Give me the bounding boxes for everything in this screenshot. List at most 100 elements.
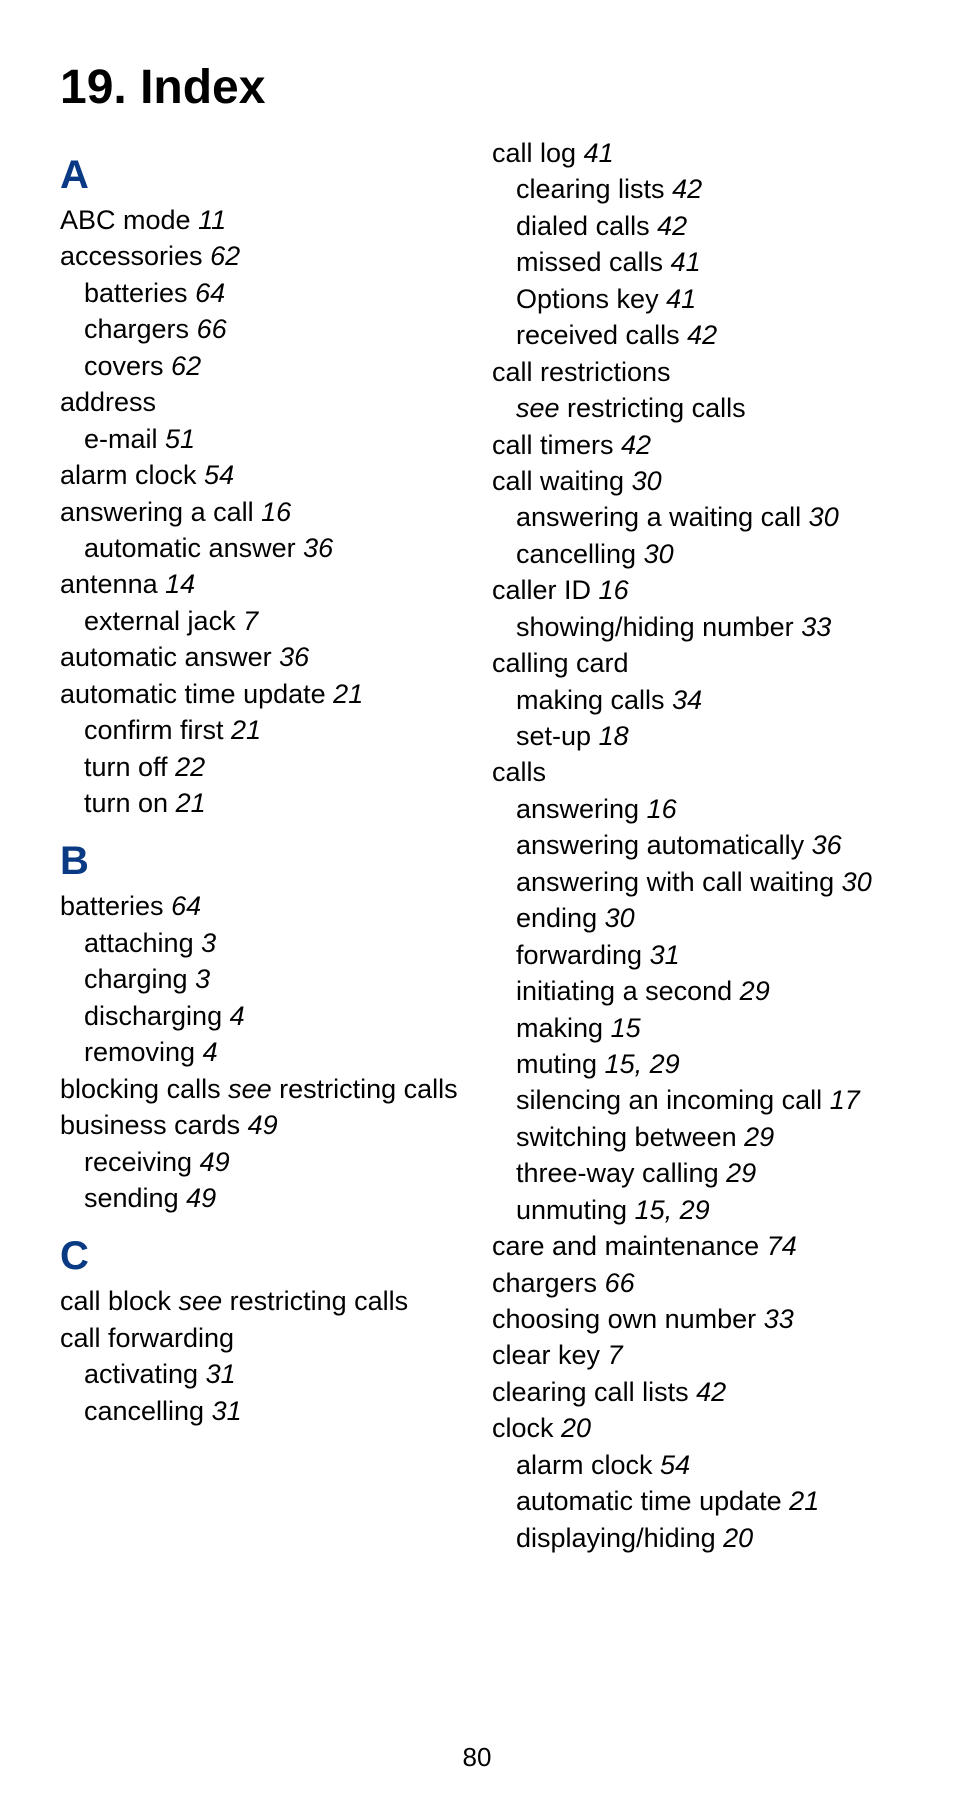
index-entry-page: 7	[608, 1340, 623, 1370]
index-entry: call timers 42	[492, 427, 894, 463]
index-entry-page: 49	[200, 1147, 230, 1177]
index-entry: antenna 14	[60, 566, 462, 602]
index-entry-text: clearing lists	[516, 174, 665, 204]
index-entry-text: automatic time update	[60, 679, 326, 709]
index-entry-text: call forwarding	[60, 1323, 234, 1353]
index-entry-text: Options key	[516, 284, 659, 314]
index-entry: covers 62	[60, 348, 462, 384]
index-entry-text: answering a waiting call	[516, 502, 801, 532]
index-entry-text: answering	[516, 794, 639, 824]
index-entry-page: 21	[231, 715, 261, 745]
index-entry: batteries 64	[60, 275, 462, 311]
index-entry-text: care and maintenance	[492, 1231, 759, 1261]
index-entry-text: confirm first	[84, 715, 224, 745]
index-entry-page: 33	[764, 1304, 794, 1334]
index-entry: ABC mode 11	[60, 202, 462, 238]
index-entry-page: 15	[611, 1013, 641, 1043]
page-title: 19. Index	[60, 60, 894, 115]
index-entry: Options key 41	[492, 281, 894, 317]
index-entry-page: 41	[666, 284, 696, 314]
index-entry-text: dialed calls	[516, 211, 650, 241]
index-entry: automatic time update 21	[60, 676, 462, 712]
index-entry-page: 20	[561, 1413, 591, 1443]
index-entry-text: ending	[516, 903, 597, 933]
index-columns: AABC mode 11accessories 62batteries 64ch…	[60, 135, 894, 1556]
index-entry-text: sending	[84, 1183, 179, 1213]
left-column: AABC mode 11accessories 62batteries 64ch…	[60, 135, 462, 1556]
index-entry-page: 30	[809, 502, 839, 532]
index-entry-text: making	[516, 1013, 603, 1043]
index-entry-page: 42	[672, 174, 702, 204]
index-entry-page: 49	[248, 1110, 278, 1140]
index-entry-text: turn off	[84, 752, 168, 782]
index-entry-page: 15, 29	[605, 1049, 680, 1079]
index-entry: automatic answer 36	[60, 639, 462, 675]
index-entry-text: chargers	[84, 314, 189, 344]
index-entry: alarm clock 54	[492, 1447, 894, 1483]
index-entry: accessories 62	[60, 238, 462, 274]
index-entry: three-way calling 29	[492, 1155, 894, 1191]
index-entry: unmuting 15, 29	[492, 1192, 894, 1228]
index-entry-text: showing/hiding number	[516, 612, 794, 642]
index-entry-page: 33	[801, 612, 831, 642]
index-entry-text: cancelling	[84, 1396, 204, 1426]
index-entry-page: 42	[696, 1377, 726, 1407]
index-entry-page: 36	[303, 533, 333, 563]
index-entry-text: clock	[492, 1413, 554, 1443]
index-entry-page: 15, 29	[635, 1195, 710, 1225]
index-entry: call restrictions	[492, 354, 894, 390]
index-entry: caller ID 16	[492, 572, 894, 608]
index-entry: call forwarding	[60, 1320, 462, 1356]
index-entry: making calls 34	[492, 682, 894, 718]
index-entry-page: 30	[605, 903, 635, 933]
index-entry-page: 36	[812, 830, 842, 860]
index-entry-text: external jack	[84, 606, 236, 636]
index-entry: choosing own number 33	[492, 1301, 894, 1337]
index-entry-text: batteries	[60, 891, 164, 921]
index-entry-text: answering a call	[60, 497, 254, 527]
index-entry: answering a waiting call 30	[492, 499, 894, 535]
index-entry: removing 4	[60, 1034, 462, 1070]
index-entry-text: call waiting	[492, 466, 624, 496]
index-see-word: see	[228, 1074, 272, 1104]
index-entry-text: call log	[492, 138, 576, 168]
index-entry-page: 16	[647, 794, 677, 824]
index-entry-page: 18	[599, 721, 629, 751]
index-entry: answering automatically 36	[492, 827, 894, 863]
index-entry: e-mail 51	[60, 421, 462, 457]
index-see-pre: blocking calls	[60, 1074, 228, 1104]
index-entry-text: received calls	[516, 320, 680, 350]
index-entry: alarm clock 54	[60, 457, 462, 493]
index-entry-page: 29	[740, 976, 770, 1006]
index-entry-text: attaching	[84, 928, 194, 958]
index-entry-page: 31	[650, 940, 680, 970]
index-entry: chargers 66	[60, 311, 462, 347]
index-entry: receiving 49	[60, 1144, 462, 1180]
index-entry: call log 41	[492, 135, 894, 171]
index-entry: cancelling 30	[492, 536, 894, 572]
index-entry: showing/hiding number 33	[492, 609, 894, 645]
index-entry-text: cancelling	[516, 539, 636, 569]
index-entry-page: 41	[671, 247, 701, 277]
index-entry: confirm first 21	[60, 712, 462, 748]
index-entry-text: set-up	[516, 721, 591, 751]
index-entry-text: receiving	[84, 1147, 192, 1177]
index-entry: missed calls 41	[492, 244, 894, 280]
index-see-word: see	[516, 393, 560, 423]
index-entry-page: 31	[206, 1359, 236, 1389]
index-see-post: restricting calls	[272, 1074, 458, 1104]
index-see-pre: call block	[60, 1286, 179, 1316]
index-entry-text: muting	[516, 1049, 597, 1079]
index-entry-page: 74	[767, 1231, 797, 1261]
index-entry: care and maintenance 74	[492, 1228, 894, 1264]
index-entry: business cards 49	[60, 1107, 462, 1143]
index-entry-page: 34	[672, 685, 702, 715]
index-entry-text: e-mail	[84, 424, 158, 454]
index-entry-text: antenna	[60, 569, 158, 599]
index-entry-text: silencing an incoming call	[516, 1085, 822, 1115]
index-entry-text: missed calls	[516, 247, 663, 277]
index-entry: batteries 64	[60, 888, 462, 924]
index-entry: clearing call lists 42	[492, 1374, 894, 1410]
index-entry-text: answering with call waiting	[516, 867, 834, 897]
index-entry-text: accessories	[60, 241, 203, 271]
